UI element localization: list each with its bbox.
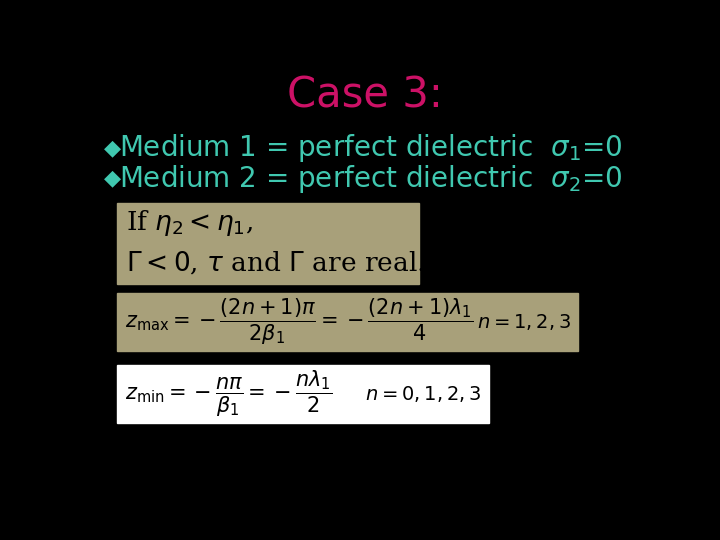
Text: Medium 1 = perfect dielectric  $\sigma_1$=0: Medium 1 = perfect dielectric $\sigma_1$…	[120, 132, 623, 164]
Text: Case 3:: Case 3:	[287, 75, 443, 117]
Text: $z_{\mathrm{min}} = -\dfrac{n\pi}{\beta_1} = -\dfrac{n\lambda_1}{2}$: $z_{\mathrm{min}} = -\dfrac{n\pi}{\beta_…	[125, 369, 333, 419]
Text: $z_{\mathrm{max}} = -\dfrac{(2n+1)\pi}{2\beta_1} = -\dfrac{(2n+1)\lambda_1}{4}$: $z_{\mathrm{max}} = -\dfrac{(2n+1)\pi}{2…	[125, 298, 474, 347]
Text: $\Gamma < 0$, $\tau$ and $\Gamma$ are real.: $\Gamma < 0$, $\tau$ and $\Gamma$ are re…	[127, 249, 425, 276]
Text: ◆: ◆	[104, 169, 121, 189]
Text: ◆: ◆	[104, 138, 121, 158]
FancyBboxPatch shape	[117, 365, 489, 423]
Text: Medium 2 = perfect dielectric  $\sigma_2$=0: Medium 2 = perfect dielectric $\sigma_2$…	[120, 163, 623, 195]
Text: If $\eta_2 < \eta_1$,: If $\eta_2 < \eta_1$,	[127, 208, 253, 238]
FancyBboxPatch shape	[117, 204, 419, 284]
Text: $n = 0,1,2,3$: $n = 0,1,2,3$	[365, 384, 482, 404]
FancyBboxPatch shape	[117, 294, 578, 351]
Text: $n = 1,2,3$: $n = 1,2,3$	[477, 312, 570, 332]
